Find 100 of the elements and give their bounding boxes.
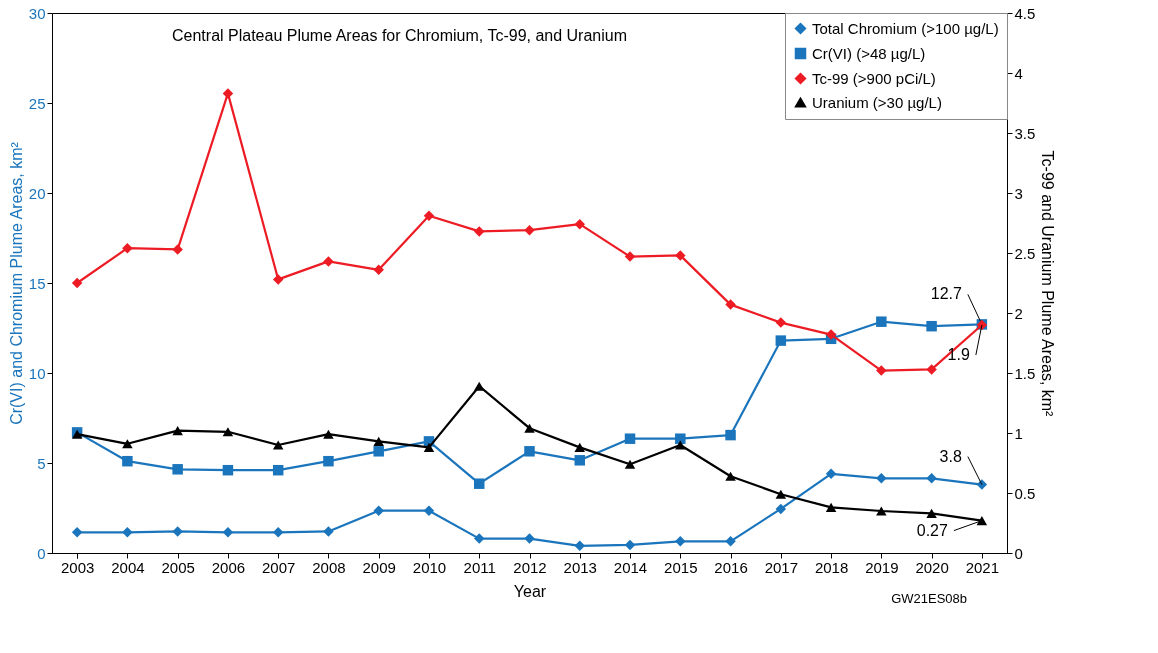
- x-tick-label: 2003: [60, 558, 95, 576]
- data-label: 0.27: [916, 521, 948, 539]
- point: [122, 455, 133, 467]
- point: [272, 274, 284, 285]
- x-tick-label: 2016: [714, 558, 748, 576]
- point: [272, 440, 284, 450]
- point: [675, 250, 686, 261]
- point: [725, 471, 736, 481]
- data-label: 3.8: [939, 447, 962, 465]
- point: [71, 527, 83, 538]
- point: [876, 506, 887, 516]
- y-tick-label: 25: [28, 94, 46, 112]
- x-tick-label: 2009: [362, 558, 396, 576]
- x-tick-label: 2018: [814, 558, 849, 576]
- point: [926, 364, 937, 375]
- point: [876, 316, 887, 327]
- point: [775, 317, 787, 328]
- point: [323, 526, 334, 537]
- point: [423, 210, 435, 222]
- point: [222, 88, 234, 99]
- point: [373, 264, 384, 276]
- x-tick-label: 2015: [664, 558, 698, 576]
- x-tick-label: 2021: [965, 558, 1000, 576]
- point: [574, 540, 586, 552]
- point: [574, 442, 586, 452]
- x-axis-title: Year: [513, 582, 547, 600]
- point: [675, 440, 686, 450]
- point: [423, 505, 435, 516]
- point: [675, 536, 686, 547]
- point: [423, 442, 435, 452]
- y-tick-label: 5: [37, 454, 46, 472]
- data-label: 12.7: [930, 285, 962, 303]
- point: [122, 527, 133, 538]
- point: [373, 436, 384, 446]
- point: [473, 226, 485, 237]
- x-tick-label: 2007: [262, 558, 296, 576]
- point: [574, 455, 586, 466]
- point: [323, 455, 334, 467]
- y-tick-label: 30: [28, 4, 46, 22]
- x-tick-label: 2013: [563, 558, 597, 576]
- point: [775, 335, 787, 346]
- legend-label: Tc-99 (>900 pCi/L): [812, 69, 936, 87]
- point: [926, 320, 937, 332]
- point: [926, 508, 937, 518]
- point: [172, 244, 183, 255]
- point: [624, 433, 636, 444]
- legend-label: Uranium (>30 µg/L): [812, 93, 942, 111]
- point: [574, 218, 586, 230]
- point: [675, 433, 686, 444]
- point: [272, 527, 284, 538]
- y-tick-label: 10: [28, 364, 46, 382]
- point: [473, 533, 485, 544]
- point: [323, 256, 334, 267]
- point: [524, 224, 535, 236]
- y2-tick-label: 2.5: [1014, 244, 1036, 262]
- y2-tick-label: 0.5: [1014, 484, 1036, 502]
- legend-label: Cr(VI) (>48 µg/L): [812, 44, 926, 62]
- point: [725, 299, 736, 310]
- x-tick-label: 2014: [613, 558, 648, 576]
- point: [122, 242, 133, 254]
- point: [825, 502, 837, 512]
- x-tick-label: 2020: [915, 558, 949, 576]
- point: [222, 427, 234, 437]
- point: [71, 277, 83, 289]
- y-tick-label: 20: [28, 184, 46, 202]
- point: [825, 468, 837, 480]
- x-tick-label: 2008: [312, 558, 346, 576]
- point: [373, 505, 384, 516]
- x-tick-label: 2006: [211, 558, 246, 576]
- y2-tick-label: 0: [1014, 544, 1023, 562]
- point: [373, 446, 384, 457]
- point: [775, 489, 787, 499]
- point: [624, 539, 636, 551]
- text: Central Plateau Plume Areas for Chromium, Tc-99, and Uranium: [172, 27, 628, 44]
- x-tick-label: 2012: [513, 558, 547, 576]
- point: [172, 464, 183, 475]
- y-tick-label: 0: [37, 544, 46, 562]
- point: [473, 381, 485, 391]
- x-tick-label: 2010: [412, 558, 447, 576]
- data-label: 1.9: [947, 346, 970, 363]
- point: [624, 459, 636, 469]
- point: [725, 429, 736, 441]
- point: [222, 527, 234, 538]
- y2-tick-label: 2: [1014, 304, 1023, 322]
- x-tick-label: 2019: [865, 558, 899, 576]
- y-tick-label: 15: [28, 274, 46, 292]
- legend-label: Total Chromium (>100 µg/L): [812, 19, 999, 37]
- point: [926, 473, 937, 484]
- x-tick-label: 2004: [111, 558, 145, 576]
- point: [825, 329, 837, 340]
- y2-tick-label: 4.5: [1014, 4, 1036, 22]
- y2-tick-label: 4: [1014, 64, 1023, 82]
- y2-axis-title: Tc-99 and Uranium Plume Areas, km²: [1039, 150, 1057, 418]
- point: [725, 536, 736, 547]
- point: [272, 464, 284, 476]
- point: [876, 365, 887, 376]
- point: [524, 423, 535, 433]
- point: [524, 533, 535, 544]
- point: [122, 439, 133, 449]
- point: [473, 478, 485, 489]
